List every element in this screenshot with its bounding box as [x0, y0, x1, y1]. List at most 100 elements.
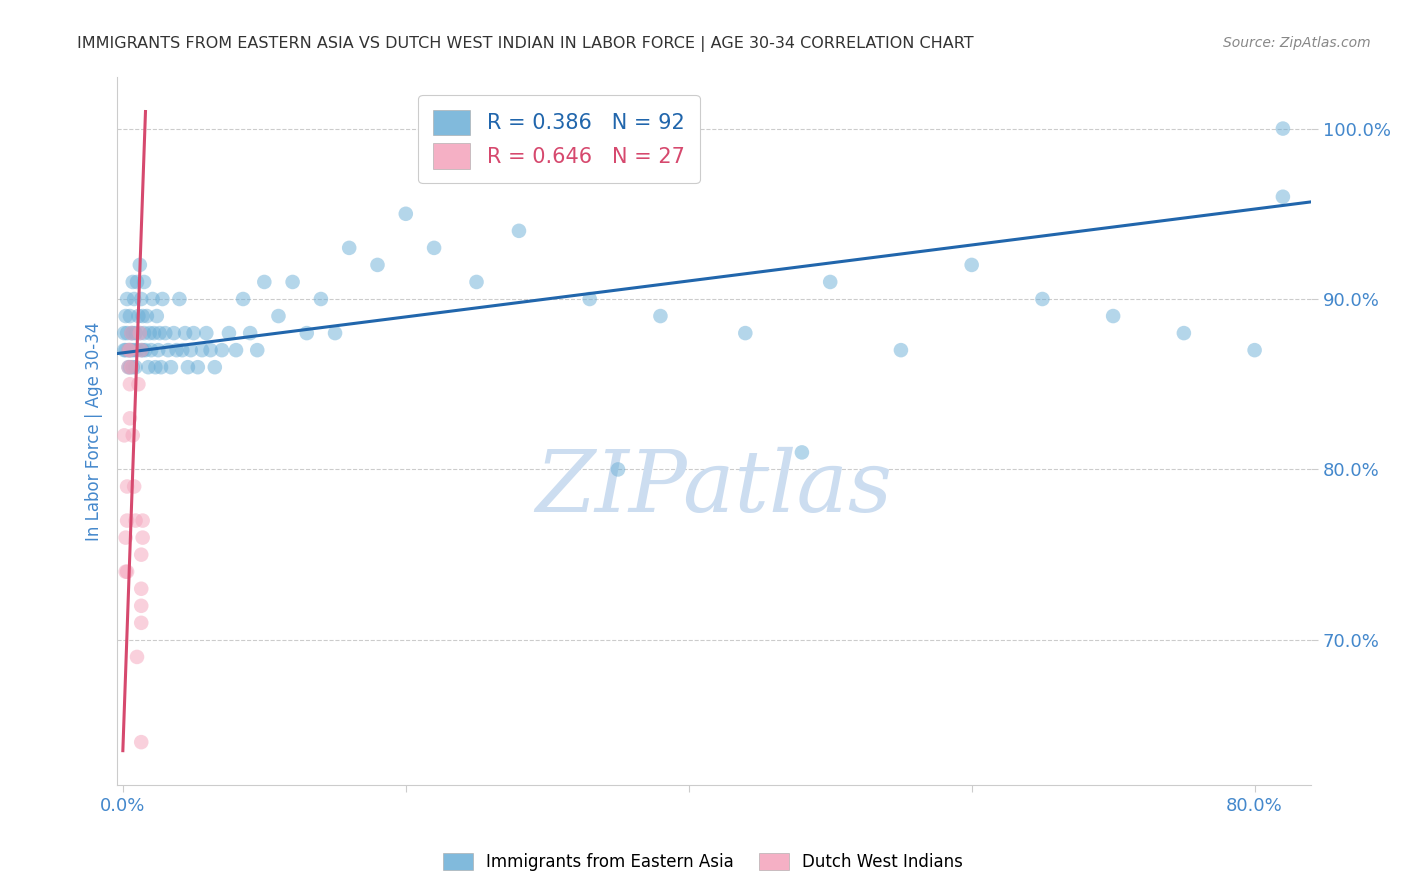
Text: ZIPatlas: ZIPatlas [536, 446, 893, 529]
Point [152, 292, 174, 306]
Point [366, 258, 388, 272]
Point [128, 326, 150, 340]
Y-axis label: In Labor Force | Age 30-34: In Labor Force | Age 30-34 [86, 321, 103, 541]
Point [578, 292, 600, 306]
Point [1243, 343, 1265, 358]
Point [121, 275, 143, 289]
Point [180, 343, 202, 358]
Point [124, 360, 146, 375]
Point [142, 292, 165, 306]
Point [1102, 309, 1125, 323]
Point [650, 309, 672, 323]
Point [118, 343, 141, 358]
Point [337, 241, 360, 255]
Point [131, 531, 153, 545]
Text: IMMIGRANTS FROM EASTERN ASIA VS DUTCH WEST INDIAN IN LABOR FORCE | AGE 30-34 COR: IMMIGRANTS FROM EASTERN ASIA VS DUTCH WE… [77, 36, 974, 52]
Point [309, 292, 332, 306]
Point [465, 275, 488, 289]
Point [267, 309, 290, 323]
Point [211, 343, 233, 358]
Point [132, 275, 155, 289]
Point [508, 224, 530, 238]
Point [117, 360, 139, 375]
Point [232, 292, 254, 306]
Point [890, 343, 912, 358]
Point [129, 548, 152, 562]
Point [239, 326, 262, 340]
Point [136, 360, 159, 375]
Point [121, 428, 143, 442]
Point [1173, 326, 1195, 340]
Point [131, 309, 153, 323]
Point [121, 326, 143, 340]
Point [114, 565, 136, 579]
Point [139, 343, 162, 358]
Point [129, 343, 152, 358]
Point [117, 360, 139, 375]
Point [135, 309, 157, 323]
Point [127, 377, 149, 392]
Point [115, 514, 138, 528]
Point [163, 326, 186, 340]
Point [187, 360, 209, 375]
Point [218, 326, 240, 340]
Point [120, 326, 142, 340]
Point [818, 275, 841, 289]
Point [395, 207, 418, 221]
Point [1271, 190, 1294, 204]
Point [129, 615, 152, 630]
Point [423, 241, 446, 255]
Point [131, 514, 153, 528]
Point [117, 343, 139, 358]
Point [112, 428, 135, 442]
Point [183, 326, 205, 340]
Point [114, 531, 136, 545]
Point [114, 343, 136, 358]
Point [177, 360, 200, 375]
Point [129, 735, 152, 749]
Point [118, 343, 141, 358]
Point [281, 275, 304, 289]
Point [118, 309, 141, 323]
Point [112, 343, 135, 358]
Point [143, 326, 166, 340]
Point [150, 360, 173, 375]
Point [125, 649, 148, 664]
Text: Source: ZipAtlas.com: Source: ZipAtlas.com [1223, 36, 1371, 50]
Point [124, 326, 146, 340]
Point [132, 326, 155, 340]
Point [138, 326, 160, 340]
Point [195, 326, 218, 340]
Point [134, 343, 156, 358]
Point [246, 343, 269, 358]
Point [1271, 121, 1294, 136]
Point [129, 599, 152, 613]
Point [114, 309, 136, 323]
Point [120, 326, 142, 340]
Point [169, 292, 191, 306]
Point [125, 275, 148, 289]
Point [790, 445, 813, 459]
Point [172, 343, 194, 358]
Point [225, 343, 247, 358]
Point [112, 326, 135, 340]
Point [960, 258, 983, 272]
Point [115, 326, 138, 340]
Point [145, 360, 167, 375]
Point [128, 258, 150, 272]
Point [120, 343, 142, 358]
Point [118, 377, 141, 392]
Point [166, 343, 188, 358]
Point [127, 309, 149, 323]
Point [125, 343, 148, 358]
Point [1031, 292, 1053, 306]
Point [607, 462, 630, 476]
Point [117, 343, 139, 358]
Point [155, 326, 177, 340]
Point [124, 514, 146, 528]
Point [295, 326, 318, 340]
Point [129, 582, 152, 596]
Point [160, 360, 183, 375]
Point [734, 326, 756, 340]
Point [120, 360, 142, 375]
